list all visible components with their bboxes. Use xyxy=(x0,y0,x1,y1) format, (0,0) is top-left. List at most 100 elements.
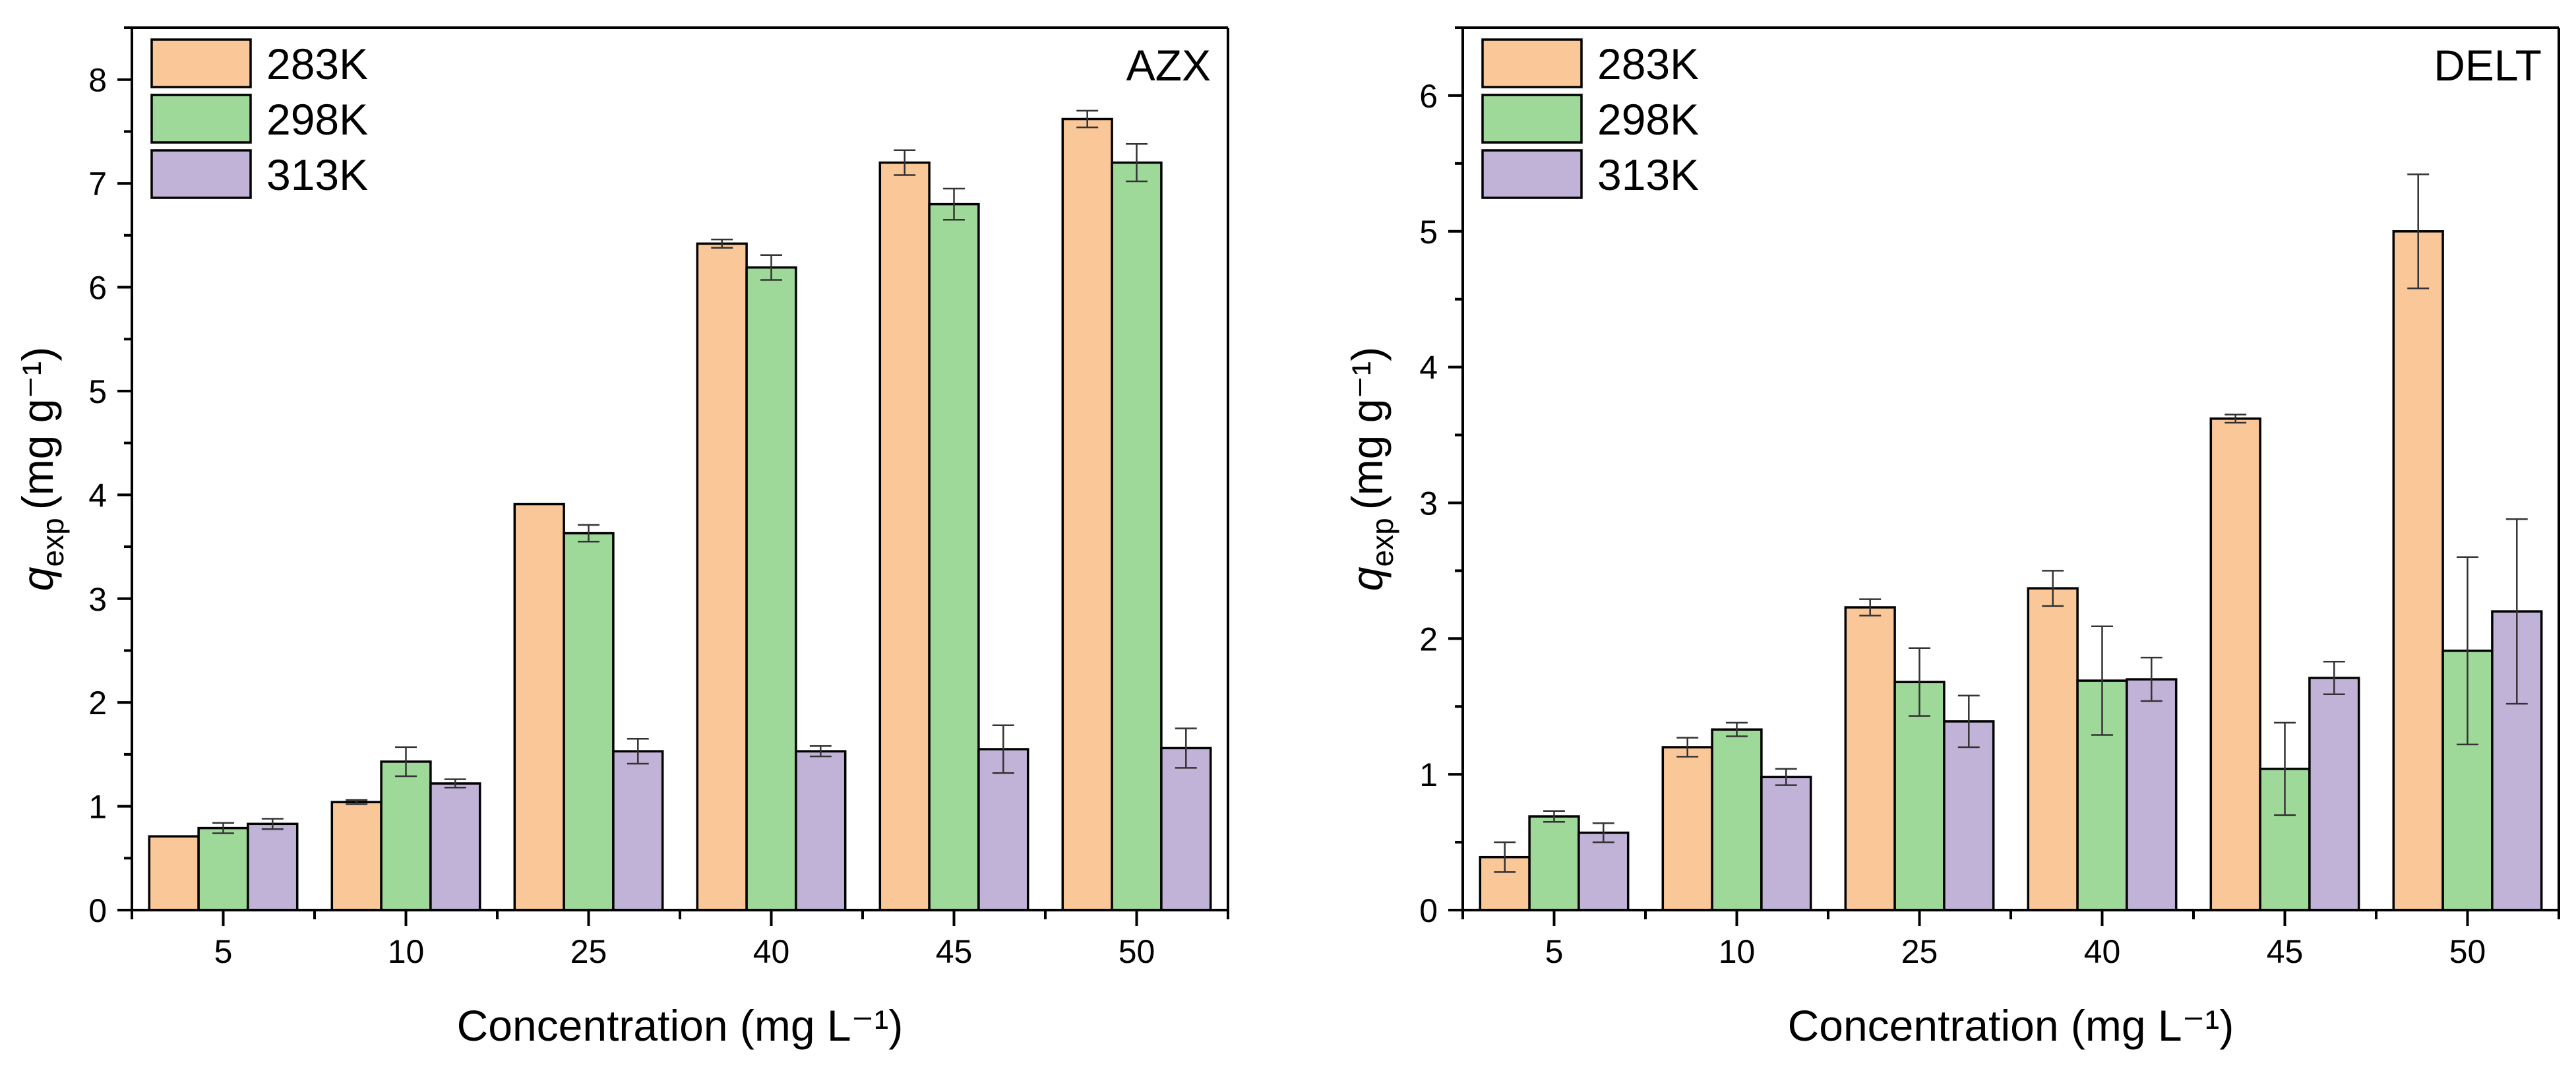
error-bar-313K-10 xyxy=(444,778,466,789)
error-bar-313K-5 xyxy=(261,818,284,830)
y-tick-label: 3 xyxy=(1419,485,1438,522)
x-tick-label: 25 xyxy=(1901,933,1938,970)
legend-label: 283K xyxy=(266,40,368,88)
bar-313K-40 xyxy=(2126,678,2178,911)
y-tick-label: 1 xyxy=(88,789,107,826)
error-bar-298K-25 xyxy=(1909,647,1930,717)
error-bar-298K-45 xyxy=(2274,721,2296,816)
error-bar-283K-10 xyxy=(346,799,368,805)
bar-283K-40 xyxy=(2027,587,2079,911)
legend-item-283K: 283K xyxy=(1481,38,1699,88)
legend-swatch xyxy=(150,149,252,199)
error-bar-298K-10 xyxy=(395,746,417,778)
bar-298K-10 xyxy=(1711,728,1763,911)
bar-313K-10 xyxy=(1760,776,1812,911)
y-tick-label: 3 xyxy=(88,581,107,618)
x-axis-title: Concentration (mg L⁻¹) xyxy=(457,1001,904,1050)
error-bar-283K-25 xyxy=(1859,598,1882,617)
error-bar-283K-50 xyxy=(1076,109,1099,129)
y-tick-label: 8 xyxy=(88,62,107,99)
y-tick-label: 0 xyxy=(88,892,107,929)
bar-298K-45 xyxy=(928,202,980,911)
y-axis-title: qexp (mg g⁻¹) xyxy=(13,347,70,591)
legend-item-298K: 298K xyxy=(1481,94,1699,144)
y-axis-title-subscript: exp xyxy=(36,518,70,566)
bar-298K-50 xyxy=(1111,161,1163,911)
bar-283K-25 xyxy=(513,503,565,911)
error-bar-298K-50 xyxy=(2457,556,2478,746)
bar-313K-50 xyxy=(1160,747,1212,911)
error-bar-313K-50 xyxy=(1175,727,1197,769)
bar-313K-5 xyxy=(1578,831,1630,911)
legend-item-313K: 313K xyxy=(1481,149,1699,199)
error-bar-298K-10 xyxy=(1726,721,1748,737)
x-tick-label: 40 xyxy=(753,933,790,970)
bar-283K-45 xyxy=(2209,417,2261,911)
x-tick-label: 50 xyxy=(2449,933,2486,970)
bar-283K-25 xyxy=(1844,606,1896,911)
y-tick-label: 5 xyxy=(88,373,107,410)
error-bar-313K-25 xyxy=(1957,694,1980,749)
legend: 283K 298K 313K xyxy=(1481,38,1699,199)
x-tick-label: 5 xyxy=(214,933,233,970)
error-bar-313K-40 xyxy=(2140,656,2162,702)
panel-label: DELT xyxy=(2434,41,2542,90)
error-bar-283K-40 xyxy=(711,238,733,249)
panel-label: AZX xyxy=(1126,41,1211,90)
bar-283K-5 xyxy=(148,835,200,911)
bar-298K-25 xyxy=(563,532,615,911)
error-bar-313K-45 xyxy=(992,724,1014,774)
bar-283K-40 xyxy=(696,242,748,911)
error-bar-313K-5 xyxy=(1592,822,1614,843)
x-tick-label: 40 xyxy=(2084,933,2121,970)
y-axis-title-subscript: exp xyxy=(1365,518,1399,566)
error-bar-298K-40 xyxy=(760,254,782,281)
x-tick-label: 45 xyxy=(936,933,973,970)
bar-298K-5 xyxy=(197,826,249,911)
legend-swatch xyxy=(1481,149,1583,199)
error-bar-298K-50 xyxy=(1126,143,1148,183)
bar-283K-50 xyxy=(1061,117,1113,911)
bar-283K-45 xyxy=(878,161,931,911)
error-bar-313K-10 xyxy=(1775,768,1797,786)
bar-313K-10 xyxy=(429,782,481,911)
error-bar-283K-45 xyxy=(2224,413,2247,424)
y-tick-label: 6 xyxy=(1419,78,1438,115)
bar-283K-10 xyxy=(1661,746,1713,911)
x-tick-label: 5 xyxy=(1545,933,1564,970)
legend-label: 283K xyxy=(1597,40,1699,88)
error-bar-298K-5 xyxy=(1543,810,1565,823)
error-bar-313K-45 xyxy=(2323,661,2345,695)
error-bar-313K-50 xyxy=(2505,518,2528,705)
y-tick-label: 2 xyxy=(88,685,107,721)
bar-283K-50 xyxy=(2392,230,2444,911)
error-bar-313K-25 xyxy=(627,738,649,765)
error-bar-298K-25 xyxy=(578,524,599,543)
bar-313K-45 xyxy=(2308,677,2360,911)
error-bar-298K-45 xyxy=(943,187,965,221)
y-tick-label: 7 xyxy=(88,166,107,202)
x-tick-label: 25 xyxy=(570,933,607,970)
bar-313K-25 xyxy=(612,750,664,911)
bar-313K-40 xyxy=(795,750,847,911)
legend-swatch xyxy=(1481,94,1583,144)
error-bar-283K-40 xyxy=(2042,570,2064,607)
y-tick-label: 2 xyxy=(1419,621,1438,658)
legend-swatch xyxy=(150,38,252,88)
error-bar-283K-45 xyxy=(894,149,916,176)
error-bar-313K-40 xyxy=(809,745,832,758)
y-tick-label: 0 xyxy=(1419,892,1438,929)
x-tick-label: 45 xyxy=(2267,933,2304,970)
legend: 283K 298K 313K xyxy=(150,38,368,199)
bar-313K-5 xyxy=(247,822,299,911)
y-axis-title: qexp (mg g⁻¹) xyxy=(1343,347,1399,591)
legend-label: 313K xyxy=(1597,150,1699,199)
error-bar-283K-10 xyxy=(1676,737,1699,758)
bar-283K-10 xyxy=(330,801,383,911)
error-bar-283K-50 xyxy=(2407,173,2430,290)
bar-298K-5 xyxy=(1528,815,1580,911)
y-tick-label: 6 xyxy=(88,270,107,307)
